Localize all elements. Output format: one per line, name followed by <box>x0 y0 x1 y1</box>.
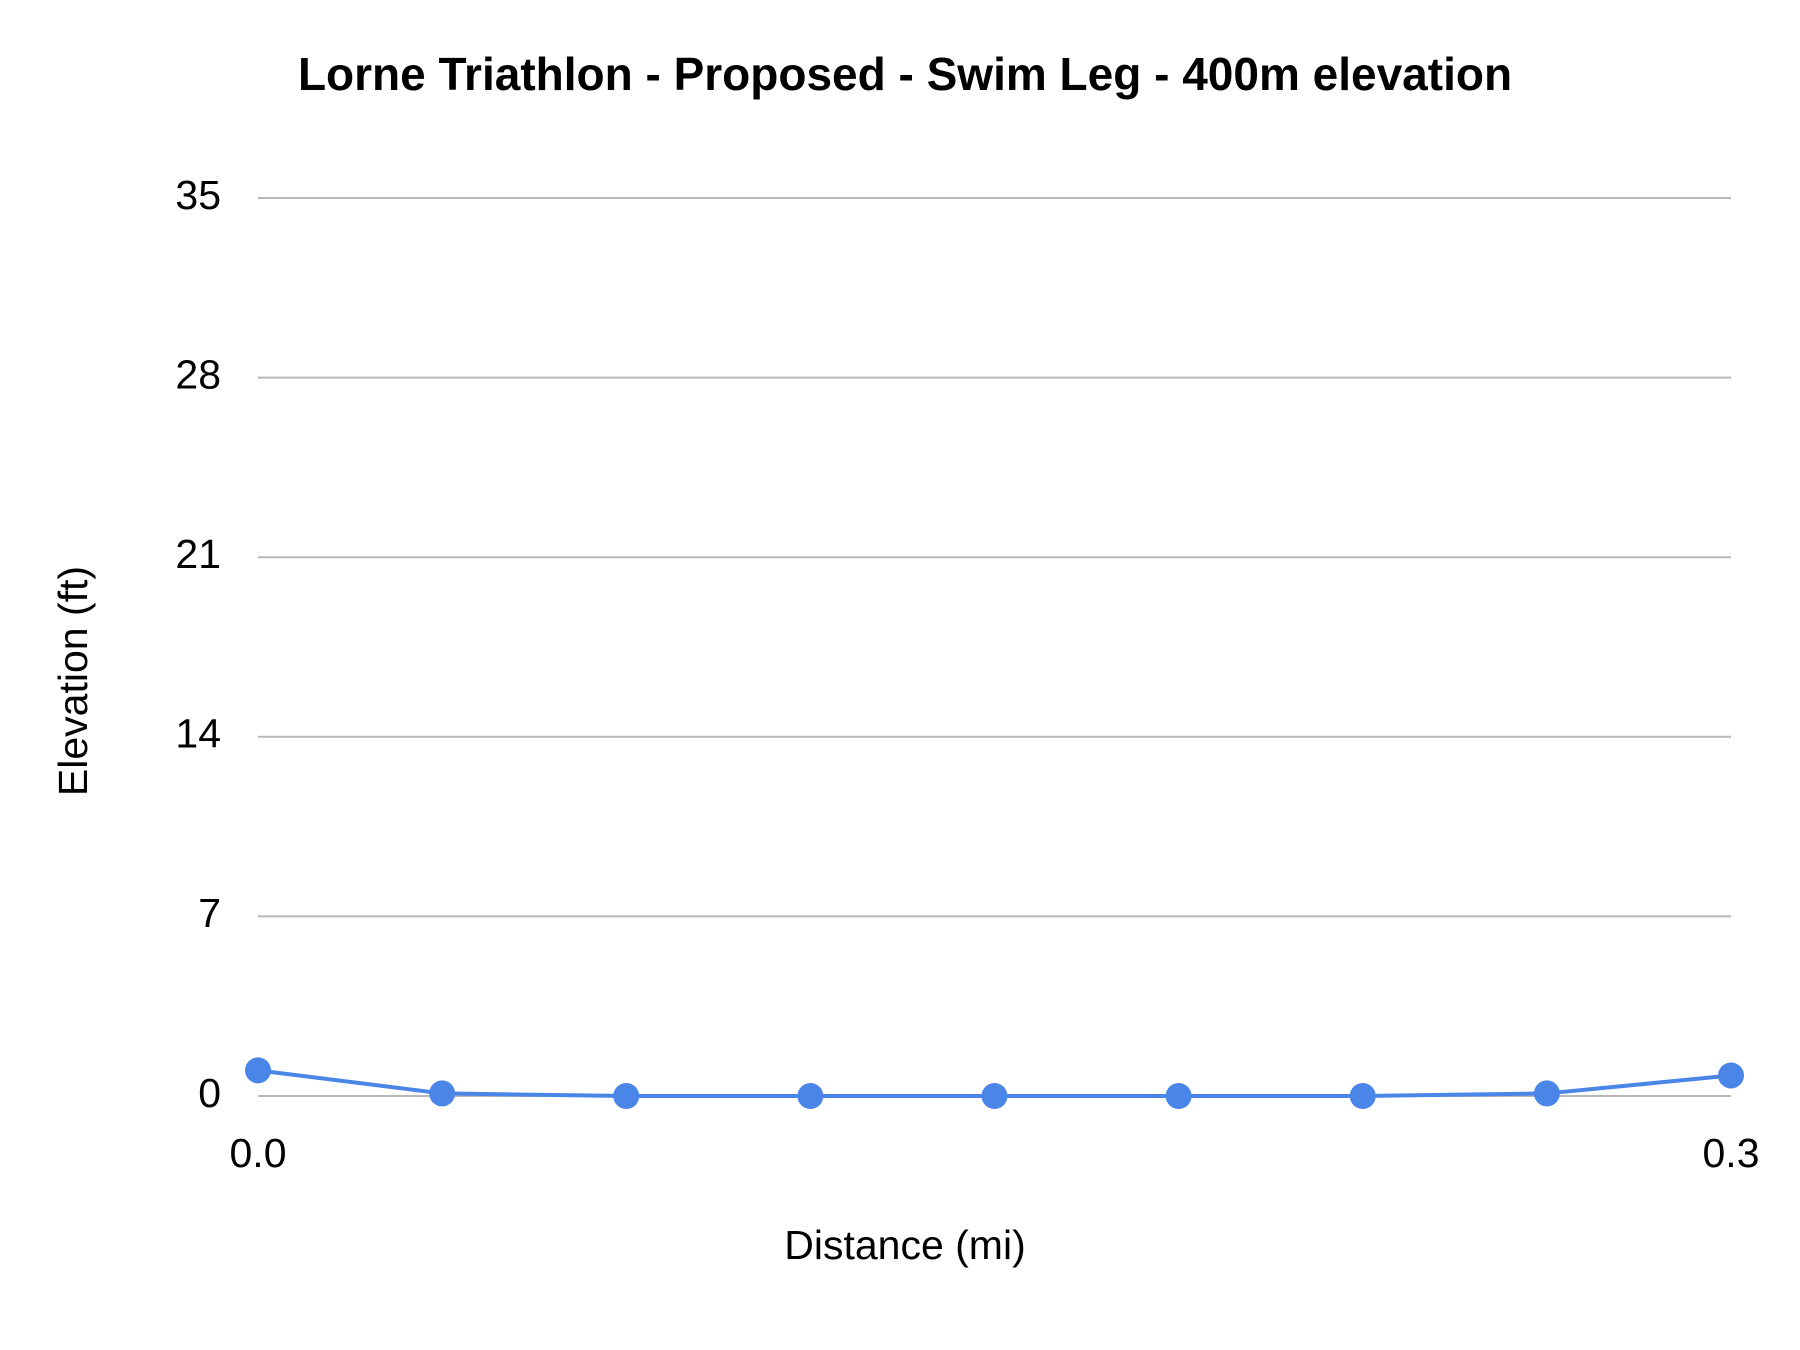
point <box>1349 1083 1376 1109</box>
point <box>797 1083 824 1109</box>
point <box>1718 1062 1744 1089</box>
point <box>1165 1083 1192 1109</box>
y-tick-label: 0 <box>198 1070 221 1116</box>
y-tick-label: 7 <box>198 890 221 936</box>
grid <box>258 197 1731 1097</box>
y-axis-title: Elevation (ft) <box>50 566 96 796</box>
y-tick-label: 28 <box>175 351 221 397</box>
y-tick-label: 14 <box>175 711 221 757</box>
chart-title: Lorne Triathlon - Proposed - Swim Leg - … <box>298 48 1512 100</box>
x-tick-label: 0.0 <box>230 1130 287 1176</box>
y-tick-label: 35 <box>175 172 221 218</box>
point <box>1533 1080 1560 1107</box>
x-tick-label: 0.3 <box>1703 1130 1760 1176</box>
point <box>613 1083 640 1109</box>
y-tick-label: 21 <box>175 531 221 577</box>
point <box>981 1083 1008 1109</box>
x-axis-title: Distance (mi) <box>784 1222 1025 1268</box>
point <box>429 1080 456 1107</box>
point <box>245 1057 271 1084</box>
